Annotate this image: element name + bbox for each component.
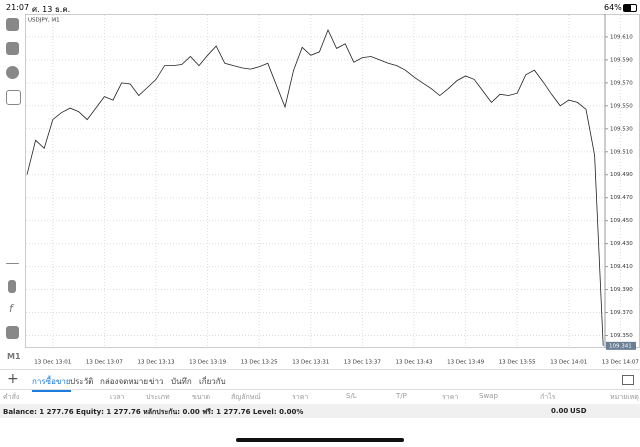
column-header: หมายเหตุ	[610, 393, 639, 401]
battery-icon	[623, 4, 637, 12]
tab[interactable]: การซื้อขาย	[32, 375, 71, 392]
balance-row: Balance: 1 277.76 Equity: 1 277.76 หลักป…	[0, 404, 640, 418]
layout-icon[interactable]	[622, 375, 634, 385]
y-tick-label: 109.490	[610, 172, 633, 178]
x-tick-label: 13 Dec 13:13	[138, 360, 175, 366]
column-header: ขนาด	[192, 393, 211, 401]
chart-frame	[25, 14, 640, 348]
x-tick-label: 13 Dec 14:07	[602, 360, 639, 366]
tab[interactable]: กล่องจดหมาย	[100, 377, 149, 386]
clock: 21:07	[6, 3, 30, 12]
x-tick-label: 13 Dec 13:19	[189, 360, 226, 366]
crosshair-icon[interactable]	[6, 263, 19, 264]
battery-level: 64%	[604, 3, 622, 12]
y-tick-label: 109.470	[610, 195, 633, 201]
total-profit: 0.00	[551, 407, 569, 415]
column-header: T/P	[396, 392, 407, 400]
battery-fill	[624, 5, 631, 11]
tab[interactable]: บันทึก	[171, 377, 192, 386]
objects-icon[interactable]	[6, 326, 19, 339]
x-tick-label: 13 Dec 13:31	[292, 360, 329, 366]
chart-title: USDJPY, M1	[28, 18, 60, 24]
status-bar: 21:07 ศ. 13 ธ.ค. 64%	[0, 0, 640, 14]
price-chart: USDJPY, M1 109.350 109.370 109.390 109.410 1…	[25, 14, 640, 366]
x-tick-label: 13 Dec 13:55	[499, 360, 536, 366]
y-tick-label: 109.570	[610, 80, 633, 86]
y-tick-label: 109.430	[610, 241, 633, 247]
timeframe-button[interactable]: M1	[7, 352, 21, 361]
y-tick-label: 109.370	[610, 310, 633, 316]
indicators-icon[interactable]	[8, 280, 16, 293]
x-tick-label: 13 Dec 13:49	[447, 360, 484, 366]
home-indicator	[236, 438, 404, 442]
x-tick-label: 13 Dec 13:07	[86, 360, 123, 366]
column-header: คำสั่ง	[3, 393, 20, 401]
y-tick-label: 109.510	[610, 149, 633, 155]
price-line	[26, 28, 604, 346]
column-header: S/L	[346, 392, 357, 400]
x-tick-label: 13 Dec 13:25	[241, 360, 278, 366]
y-tick-label: 109.530	[610, 126, 633, 132]
tab[interactable]: ข่าว	[149, 377, 164, 386]
last-price-label: 109.341	[609, 343, 632, 349]
balance-summary: Balance: 1 277.76 Equity: 1 277.76 หลักป…	[3, 408, 304, 416]
column-header: ประเภท	[146, 393, 170, 401]
y-tick-label: 109.550	[610, 103, 633, 109]
y-tick-label: 109.390	[610, 287, 633, 293]
y-tick-label: 109.610	[610, 34, 633, 40]
trade-icon[interactable]	[6, 42, 19, 55]
last-price-box	[606, 341, 636, 350]
date: ศ. 13 ธ.ค.	[32, 5, 71, 14]
chat-icon[interactable]	[6, 66, 19, 79]
y-tick-label: 109.410	[610, 264, 633, 270]
column-header: เวลา	[110, 393, 125, 401]
tab[interactable]: ประวัติ	[70, 377, 94, 386]
column-header: สัญลักษณ์	[231, 393, 261, 401]
orders-header: คำสั่ง เวลา ประเภท ขนาด สัญลักษณ์ ราคา S/L T/P ร…	[0, 389, 640, 403]
column-header: ราคา	[442, 393, 459, 401]
currency: USD	[570, 407, 587, 415]
function-icon[interactable]: f	[9, 302, 13, 315]
y-tick-label: 109.450	[610, 218, 633, 224]
x-tick-label: 13 Dec 14:01	[550, 360, 587, 366]
x-tick-label: 13 Dec 13:01	[34, 360, 71, 366]
x-tick-label: 13 Dec 13:37	[344, 360, 381, 366]
y-tick-label: 109.350	[610, 333, 633, 339]
column-header: ราคา	[292, 393, 309, 401]
tab[interactable]: เกี่ยวกับ	[199, 377, 226, 386]
add-button[interactable]: +	[7, 371, 19, 387]
account-icon[interactable]	[6, 18, 19, 31]
x-tick-label: 13 Dec 13:43	[396, 360, 433, 366]
y-tick-label: 109.590	[610, 57, 633, 63]
terminal-tabs: + การซื้อขาย ประวัติ กล่องจดหมาย ข่าว บันทึก…	[0, 369, 640, 392]
left-toolbar: f M1	[0, 14, 25, 369]
new-order-icon[interactable]	[6, 90, 21, 105]
column-header: กำไร	[540, 393, 556, 401]
column-header: Swap	[479, 392, 498, 400]
